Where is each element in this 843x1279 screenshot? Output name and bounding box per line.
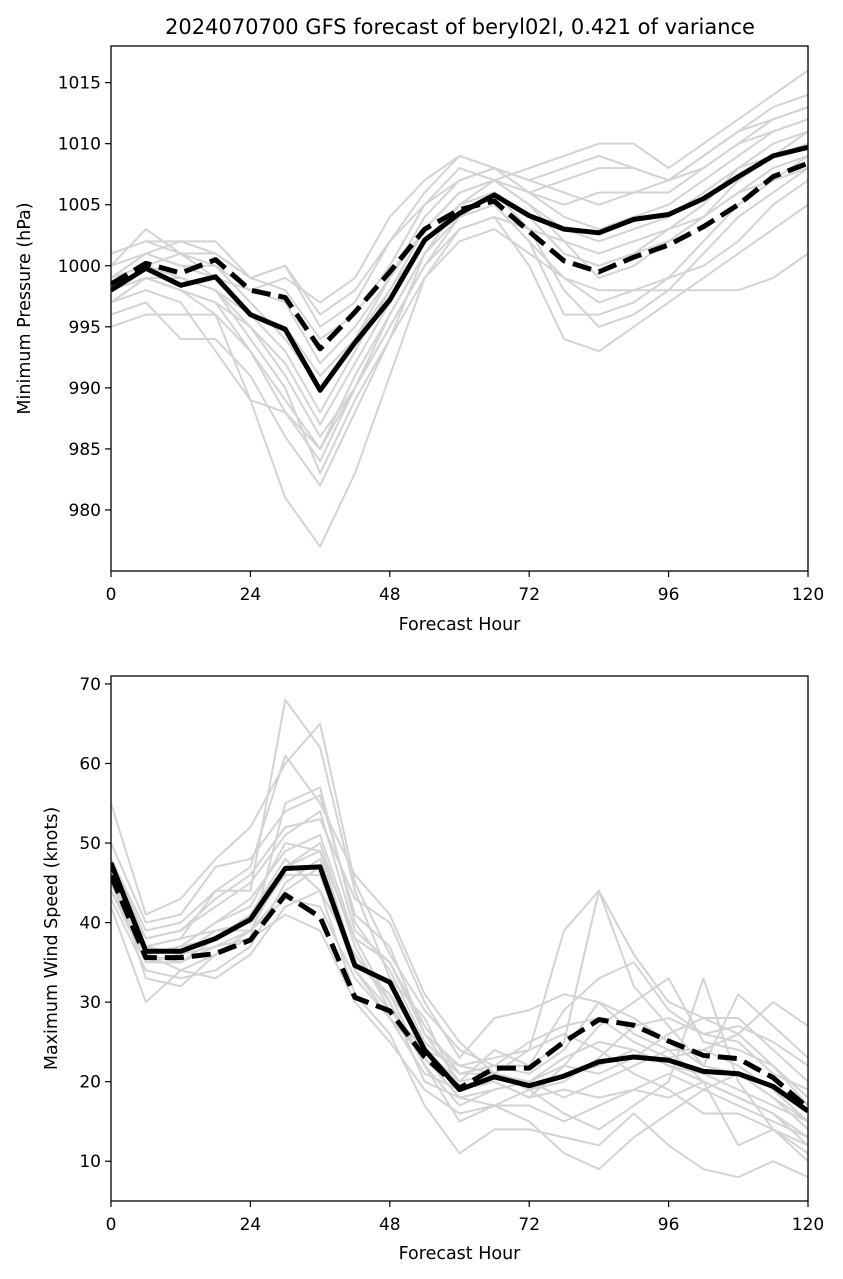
wind-x-tick-label: 24: [240, 1215, 262, 1235]
wind-ensemble-line-10: [111, 754, 808, 1099]
wind-ensemble-line-12: [111, 873, 808, 1147]
pressure-x-tick-label: 0: [106, 585, 117, 605]
wind-y-tick-label: 30: [79, 993, 101, 1013]
pressure-ensemble-line-15: [111, 155, 808, 450]
pressure-x-tick-label: 48: [379, 585, 401, 605]
pressure-y-tick-label: 980: [69, 501, 101, 521]
wind-ensemble-line-17: [111, 865, 808, 1162]
pressure-y-tick-label: 995: [69, 318, 101, 338]
pressure-y-tick-label: 1010: [58, 135, 101, 155]
wind-axes-frame: [110, 675, 809, 1202]
wind-ensemble-line-13: [111, 882, 808, 1139]
wind-y-tick-label: 20: [79, 1073, 101, 1093]
wind-ensemble-line-1: [111, 722, 808, 1083]
wind-y-axis-label: Maximum Wind Speed (knots): [42, 807, 62, 1070]
wind-x-tick-label: 96: [658, 1215, 680, 1235]
pressure-ensemble-line-7: [111, 106, 808, 389]
pressure-ensemble-line-8: [111, 69, 808, 341]
wind-ensemble-line-11: [111, 857, 808, 1155]
wind-y-tick-label: 70: [79, 675, 101, 695]
pressure-solid-line: [111, 144, 808, 393]
wind-x-tick-label: 48: [379, 1215, 401, 1235]
pressure-ensemble-line-4: [111, 142, 808, 450]
pressure-ensemble-line-12: [111, 93, 808, 304]
wind-ensemble-line-9: [111, 818, 808, 1123]
pressure-y-tick-label: 985: [69, 440, 101, 460]
wind-ensemble-line-3: [111, 698, 808, 1107]
pressure-y-tick-label: 1015: [58, 74, 101, 94]
wind-y-ticks: 10 20 30 40 50 60 70: [79, 675, 111, 1172]
wind-dashed-line: [111, 874, 808, 1110]
wind-x-axis-label: Forecast Hour: [399, 1244, 522, 1264]
pressure-y-tick-label: 990: [69, 379, 101, 399]
pressure-x-tick-label: 96: [658, 585, 680, 605]
wind-x-tick-label: 0: [106, 1215, 117, 1235]
pressure-ensemble-line-13: [111, 130, 808, 365]
pressure-y-tick-label: 1000: [58, 257, 101, 277]
pressure-axes-frame: [110, 45, 809, 572]
pressure-x-tick-label: 72: [518, 585, 540, 605]
wind-x-tick-label: 120: [792, 1215, 824, 1235]
pressure-dashed-line: [111, 160, 808, 352]
wind-ensemble-line-2: [111, 794, 808, 1075]
pressure-ensemble-line-11: [111, 228, 808, 475]
pressure-y-ticks: 980 985 990 995 1000 1005 1010 1015: [58, 74, 111, 521]
wind-y-tick-label: 10: [79, 1152, 101, 1172]
wind-ensemble-line-6: [111, 857, 808, 1171]
pressure-ensemble-line-10: [111, 203, 808, 438]
pressure-x-tick-label: 24: [240, 585, 262, 605]
wind-ensemble-line-16: [111, 810, 808, 1083]
wind-y-tick-label: 50: [79, 834, 101, 854]
chart-title: 2024070700 GFS forecast of beryl02l, 0.4…: [165, 15, 755, 39]
wind-x-ticks: 0 24 48 72 96 120: [106, 1201, 824, 1235]
wind-ensemble-line-4: [111, 842, 808, 1107]
pressure-series-group: [111, 69, 808, 548]
wind-ensemble-line-5: [111, 842, 808, 1123]
pressure-x-ticks: 0 24 48 72 96 120: [106, 571, 824, 605]
wind-ensemble-line-7: [111, 889, 808, 1179]
pressure-x-axis-label: Forecast Hour: [399, 615, 522, 635]
pressure-ensemble-line-16: [111, 106, 808, 328]
pressure-x-tick-label: 120: [792, 585, 824, 605]
pressure-ensemble-line-14: [111, 154, 808, 377]
pressure-panel: 0 24 48 72 96 120 980 985 990 995 1000 1005 1010 101…: [15, 45, 824, 635]
wind-panel: 0 24 48 72 96 120 10 20 30 40 50 60 70 Forecast Hou…: [42, 675, 824, 1264]
pressure-y-axis-label: Minimum Pressure (hPa): [15, 202, 35, 414]
wind-y-tick-label: 60: [79, 755, 101, 775]
wind-y-tick-label: 40: [79, 914, 101, 934]
pressure-y-tick-label: 1005: [58, 196, 101, 216]
wind-series-group: [111, 698, 808, 1179]
wind-x-tick-label: 72: [518, 1215, 540, 1235]
